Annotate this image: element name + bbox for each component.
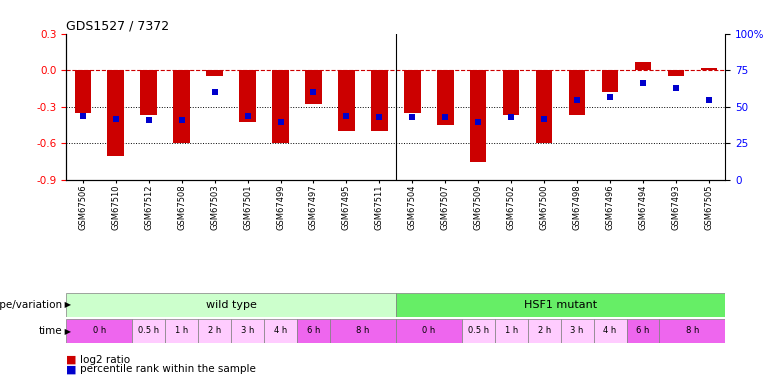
Point: [571, 97, 583, 103]
Bar: [470, 70, 487, 162]
Text: ■: ■: [66, 355, 76, 365]
Text: 4 h: 4 h: [274, 326, 287, 335]
Point: [109, 116, 122, 122]
Text: 6 h: 6 h: [636, 326, 650, 335]
Text: 2 h: 2 h: [208, 326, 222, 335]
Point: [307, 89, 320, 95]
Point: [439, 114, 452, 120]
Point: [143, 117, 155, 123]
Text: genotype/variation: genotype/variation: [0, 300, 62, 310]
Text: percentile rank within the sample: percentile rank within the sample: [80, 364, 256, 374]
Text: 1 h: 1 h: [505, 326, 518, 335]
Bar: [108, 70, 124, 156]
Point: [406, 114, 419, 120]
Bar: [495, 319, 528, 343]
Text: 2 h: 2 h: [537, 326, 551, 335]
Bar: [66, 292, 396, 317]
Bar: [700, 68, 717, 70]
Point: [241, 112, 254, 118]
Text: 3 h: 3 h: [570, 326, 583, 335]
Point: [703, 97, 715, 103]
Bar: [536, 70, 552, 144]
Bar: [371, 70, 388, 131]
Point: [505, 114, 517, 120]
Bar: [396, 292, 725, 317]
Text: 3 h: 3 h: [241, 326, 254, 335]
Point: [208, 89, 221, 95]
Bar: [198, 319, 231, 343]
Bar: [140, 70, 157, 116]
Bar: [297, 319, 330, 343]
Text: 0.5 h: 0.5 h: [138, 326, 159, 335]
Bar: [626, 319, 660, 343]
Text: GDS1527 / 7372: GDS1527 / 7372: [66, 20, 169, 33]
Bar: [264, 319, 297, 343]
Text: ■: ■: [66, 364, 76, 374]
Bar: [66, 319, 133, 343]
Text: 8 h: 8 h: [356, 326, 370, 335]
Bar: [528, 319, 561, 343]
Text: 6 h: 6 h: [307, 326, 320, 335]
Bar: [207, 70, 223, 76]
Text: log2 ratio: log2 ratio: [80, 355, 130, 365]
Point: [538, 116, 551, 122]
Bar: [569, 70, 585, 116]
Bar: [231, 319, 264, 343]
Text: 0 h: 0 h: [422, 326, 435, 335]
Bar: [330, 319, 396, 343]
Text: wild type: wild type: [206, 300, 257, 310]
Bar: [239, 70, 256, 122]
Point: [604, 94, 616, 100]
Bar: [173, 70, 190, 144]
Point: [176, 117, 188, 123]
Bar: [305, 70, 321, 104]
Point: [670, 85, 682, 91]
Bar: [602, 70, 619, 92]
Point: [275, 118, 287, 124]
Bar: [75, 70, 91, 113]
Text: 0 h: 0 h: [93, 326, 106, 335]
Bar: [272, 70, 289, 144]
Bar: [561, 319, 594, 343]
Text: 8 h: 8 h: [686, 326, 699, 335]
Bar: [462, 319, 495, 343]
Point: [636, 81, 649, 87]
Point: [340, 112, 353, 118]
Text: 1 h: 1 h: [175, 326, 188, 335]
Text: 4 h: 4 h: [604, 326, 617, 335]
Bar: [165, 319, 198, 343]
Bar: [503, 70, 519, 116]
Bar: [339, 70, 355, 131]
Bar: [668, 70, 684, 76]
Bar: [635, 62, 651, 70]
Bar: [404, 70, 420, 113]
Bar: [437, 70, 453, 125]
Text: time: time: [39, 326, 62, 336]
Point: [76, 112, 89, 118]
Bar: [133, 319, 165, 343]
Point: [472, 118, 484, 124]
Point: [373, 114, 385, 120]
Bar: [396, 319, 462, 343]
Text: 0.5 h: 0.5 h: [468, 326, 489, 335]
Bar: [660, 319, 725, 343]
Bar: [594, 319, 626, 343]
Text: HSF1 mutant: HSF1 mutant: [524, 300, 597, 310]
Text: ▶: ▶: [62, 300, 72, 309]
Text: ▶: ▶: [62, 327, 72, 336]
